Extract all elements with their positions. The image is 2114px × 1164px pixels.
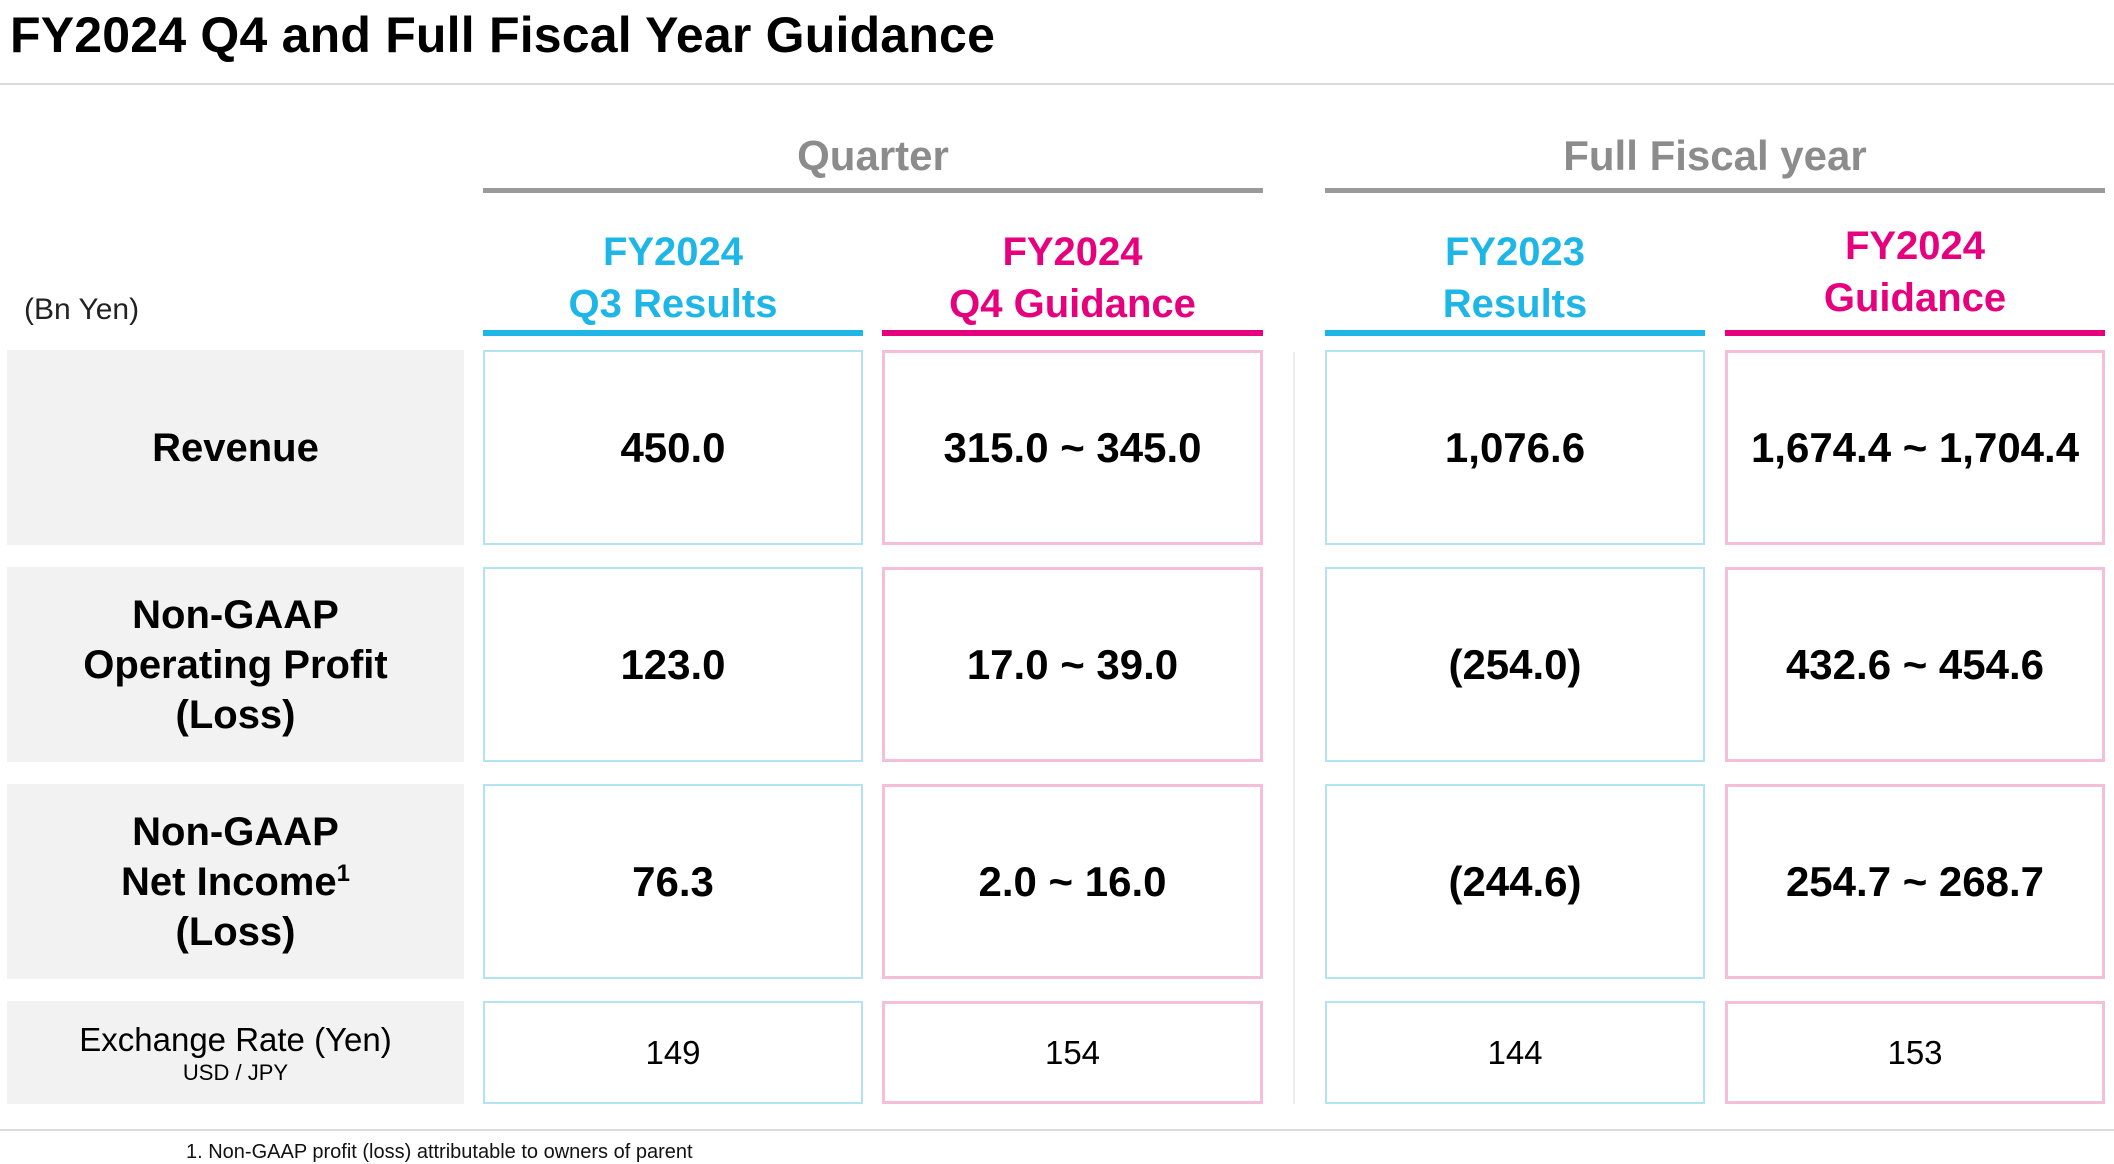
column-header-line2: Q3 Results: [568, 282, 778, 326]
row-label-line-with-footnote: Net Income1: [121, 857, 350, 907]
cell-exchange-rate-fy2024-q4-guidance: 154: [882, 1001, 1263, 1104]
group-divider: [1293, 352, 1295, 1104]
cell-operating-profit-fy2023-results: (254.0): [1325, 567, 1705, 762]
cell-revenue-fy2024-q4-guidance: 315.0 ~ 345.0: [882, 350, 1263, 545]
column-header-line1: FY2024: [1844, 224, 1986, 268]
column-header-fy2024-q4-guidance: FY2024 Q4 Guidance: [882, 226, 1263, 330]
column-header-line2: Results: [1442, 282, 1588, 326]
row-label-line: (Loss): [175, 692, 296, 737]
cell-exchange-rate-fy2023-results: 144: [1325, 1001, 1705, 1104]
row-label-line: Exchange Rate (Yen): [79, 1020, 392, 1058]
row-label-subline: USD / JPY: [182, 1059, 289, 1085]
column-header-line1: FY2024: [602, 230, 744, 274]
group-rule-quarter: [483, 188, 1263, 193]
page-title: FY2024 Q4 and Full Fiscal Year Guidance: [10, 7, 996, 63]
cell-operating-profit-fy2024-guidance: 432.6 ~ 454.6: [1725, 567, 2105, 762]
cell-net-income-fy2024-q3-results: 76.3: [483, 784, 863, 979]
row-label-operating-profit: Non-GAAP Operating Profit (Loss): [7, 567, 464, 762]
column-rule-fy2024-guidance: [1725, 330, 2105, 336]
row-label-text: Net Income: [121, 859, 337, 904]
column-rule-fy2024-q3-results: [483, 330, 863, 336]
row-label-net-income: Non-GAAP Net Income1 (Loss): [7, 784, 464, 979]
column-header-fy2023-results: FY2023 Results: [1325, 226, 1705, 330]
unit-label: (Bn Yen): [24, 293, 140, 326]
row-label-line: Revenue: [152, 425, 319, 470]
footnote: 1. Non-GAAP profit (loss) attributable t…: [186, 1141, 693, 1163]
row-label-line: Operating Profit: [83, 642, 388, 687]
row-label-revenue: Revenue: [7, 350, 464, 545]
cell-revenue-fy2024-guidance: 1,674.4 ~ 1,704.4: [1725, 350, 2105, 545]
group-rule-full-year: [1325, 188, 2105, 193]
column-header-fy2024-guidance: FY2024 Guidance: [1725, 220, 2105, 324]
cell-exchange-rate-fy2024-q3-results: 149: [483, 1001, 863, 1104]
cell-revenue-fy2023-results: 1,076.6: [1325, 350, 1705, 545]
cell-operating-profit-fy2024-q4-guidance: 17.0 ~ 39.0: [882, 567, 1263, 762]
footnote-marker: 1: [336, 859, 350, 887]
footer-divider: [0, 1129, 2114, 1131]
column-header-line2: Q4 Guidance: [949, 282, 1196, 326]
column-rule-fy2023-results: [1325, 330, 1705, 336]
cell-net-income-fy2024-q4-guidance: 2.0 ~ 16.0: [882, 784, 1263, 979]
row-label-exchange-rate: Exchange Rate (Yen) USD / JPY: [7, 1001, 464, 1104]
row-label-line: (Loss): [175, 909, 296, 954]
cell-revenue-fy2024-q3-results: 450.0: [483, 350, 863, 545]
column-header-line1: FY2024: [1002, 230, 1143, 274]
column-header-line1: FY2023: [1444, 230, 1586, 274]
cell-net-income-fy2024-guidance: 254.7 ~ 268.7: [1725, 784, 2105, 979]
cell-net-income-fy2023-results: (244.6): [1325, 784, 1705, 979]
row-label-line: Non-GAAP: [132, 809, 339, 854]
column-header-fy2024-q3-results: FY2024 Q3 Results: [483, 226, 863, 330]
column-header-line2: Guidance: [1823, 276, 2007, 320]
column-rule-fy2024-q4-guidance: [882, 330, 1263, 336]
cell-operating-profit-fy2024-q3-results: 123.0: [483, 567, 863, 762]
cell-exchange-rate-fy2024-guidance: 153: [1725, 1001, 2105, 1104]
group-header-full-year: Full Fiscal year: [1563, 132, 1867, 179]
row-label-line: Non-GAAP: [132, 592, 339, 637]
title-divider: [0, 83, 2114, 85]
group-header-quarter: Quarter: [797, 132, 949, 179]
